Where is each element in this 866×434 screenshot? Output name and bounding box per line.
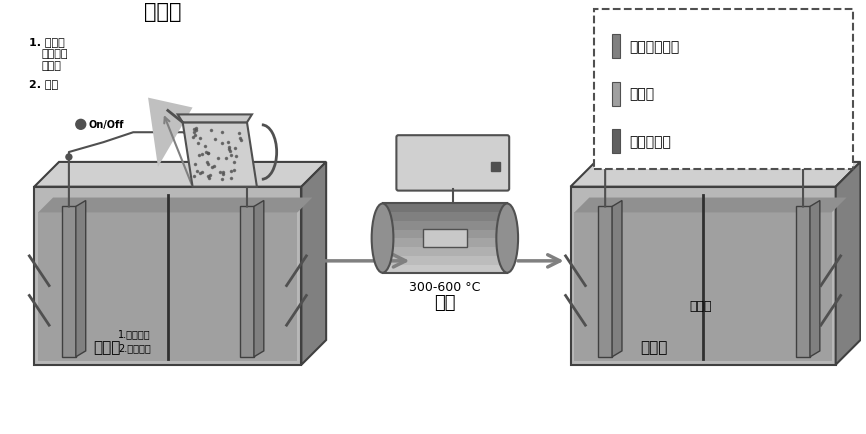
Bar — [383, 247, 507, 256]
Polygon shape — [148, 99, 192, 168]
Circle shape — [800, 155, 806, 161]
Text: Temperature: Temperature — [415, 151, 490, 161]
Bar — [383, 264, 507, 273]
Bar — [383, 222, 507, 230]
Bar — [383, 204, 507, 273]
Text: 2. 尿素: 2. 尿素 — [29, 79, 58, 89]
Polygon shape — [254, 201, 264, 357]
Polygon shape — [76, 201, 86, 357]
Bar — [423, 230, 467, 247]
Text: 2.氯铱酸铵: 2.氯铱酸铵 — [119, 342, 152, 352]
Text: Controller: Controller — [423, 164, 482, 174]
Polygon shape — [240, 207, 254, 357]
Text: 1. 氯化铵: 1. 氯化铵 — [29, 37, 65, 47]
Polygon shape — [571, 163, 861, 187]
Text: 添加剂: 添加剂 — [144, 2, 182, 22]
Circle shape — [244, 155, 250, 161]
Bar — [612, 130, 620, 154]
Polygon shape — [62, 207, 76, 357]
Bar — [383, 204, 507, 213]
Bar — [594, 10, 854, 169]
Text: On/Off: On/Off — [88, 120, 124, 130]
Circle shape — [76, 120, 86, 130]
Polygon shape — [796, 207, 810, 357]
Polygon shape — [574, 198, 847, 213]
Text: 1.三氯化钌: 1.三氯化钌 — [119, 329, 151, 338]
Polygon shape — [598, 207, 612, 357]
Polygon shape — [574, 213, 831, 361]
Polygon shape — [836, 163, 861, 365]
Bar — [383, 239, 507, 247]
Polygon shape — [183, 123, 257, 187]
FancyBboxPatch shape — [397, 136, 509, 191]
Text: 硫酸铝: 硫酸铝 — [42, 61, 61, 71]
Text: 氯化钠: 氯化钠 — [689, 299, 712, 312]
Polygon shape — [178, 115, 252, 123]
Polygon shape — [35, 187, 301, 365]
Polygon shape — [571, 187, 836, 365]
Text: 退火: 退火 — [434, 294, 456, 312]
Circle shape — [611, 120, 620, 130]
Text: On/Off: On/Off — [623, 120, 658, 130]
Bar — [612, 82, 620, 106]
Text: 电镀池: 电镀池 — [94, 340, 121, 355]
Circle shape — [602, 155, 608, 161]
Bar — [383, 230, 507, 239]
Polygon shape — [612, 201, 622, 357]
Text: 饱和甘汞电极: 饱和甘汞电极 — [629, 40, 679, 54]
Text: 钛掺杂电极: 钛掺杂电极 — [629, 135, 671, 149]
Text: 300-600 °C: 300-600 °C — [410, 280, 481, 293]
Polygon shape — [810, 201, 820, 357]
Bar — [491, 163, 501, 171]
Bar — [612, 35, 620, 59]
Bar — [383, 256, 507, 265]
Ellipse shape — [372, 204, 393, 273]
Text: 电解池: 电解池 — [640, 340, 667, 355]
Text: 氨基磺酸: 氨基磺酸 — [42, 49, 68, 59]
Ellipse shape — [496, 204, 518, 273]
Polygon shape — [38, 198, 313, 213]
Bar — [383, 213, 507, 222]
Circle shape — [66, 155, 72, 161]
Polygon shape — [35, 163, 326, 187]
Text: 铂电极: 铂电极 — [629, 87, 654, 102]
Polygon shape — [301, 163, 326, 365]
Polygon shape — [38, 213, 297, 361]
